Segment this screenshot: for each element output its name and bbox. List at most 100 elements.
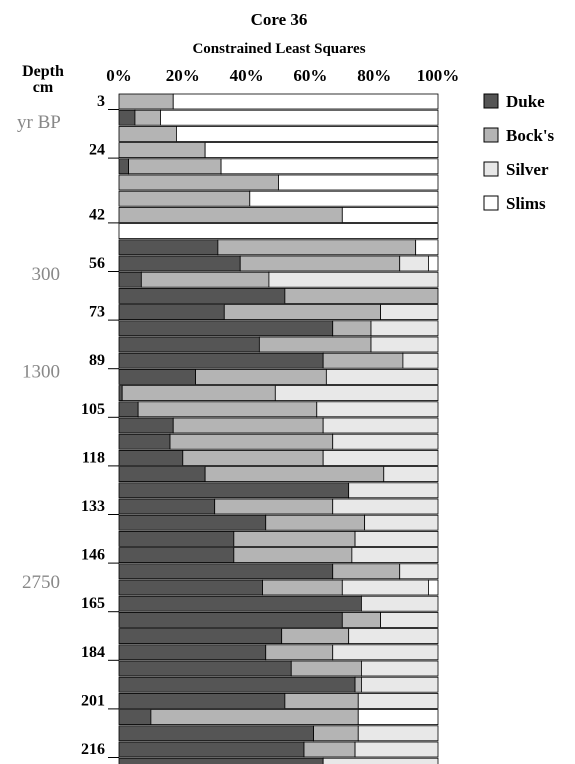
bar-row (118, 255, 439, 272)
bar-segment-silver (322, 417, 439, 434)
bar-segment-duke (118, 239, 219, 256)
legend-swatch (483, 195, 499, 211)
bar-row (118, 628, 439, 644)
age-label: 300 (32, 264, 61, 285)
bar-segment-duke (118, 628, 283, 644)
bar-segment-silver (332, 498, 439, 515)
bars (118, 93, 439, 764)
bar-segment-bocks (169, 433, 334, 450)
bar-segment-bocks (233, 547, 353, 563)
bar-row (118, 336, 439, 353)
bar-segment-slims (172, 93, 439, 110)
bar-segment-silver (332, 433, 439, 450)
x-tick-label: 20% (166, 66, 200, 85)
bar-segment-bocks (290, 660, 362, 677)
bar-segment-bocks (121, 385, 276, 402)
bar-row (118, 498, 439, 515)
bar-segment-slims (160, 109, 439, 126)
bar-segment-silver (361, 676, 439, 693)
bar-row (118, 126, 439, 142)
bar-row (118, 158, 439, 175)
bar-segment-bocks (341, 612, 381, 628)
bar-segment-bocks (262, 579, 343, 596)
bar-segment-bocks (204, 466, 385, 483)
bar-segment-slims (278, 174, 439, 191)
bar-segment-slims (428, 255, 439, 272)
bar-segment-duke (118, 579, 263, 596)
bar-segment-duke (118, 676, 356, 693)
depth-axis-label: Depth (22, 63, 64, 80)
bar-segment-bocks (217, 239, 417, 256)
bar-segment-slims (357, 709, 439, 725)
bar-segment-duke (118, 482, 350, 499)
bar-segment-duke (118, 757, 324, 764)
depth-label: 184 (81, 644, 105, 661)
bar-segment-silver (402, 352, 439, 369)
x-tick-label: 40% (230, 66, 264, 85)
bar-segment-duke (118, 514, 267, 531)
legend-swatch (483, 161, 499, 177)
bar-segment-silver (370, 336, 439, 353)
bar-row (118, 320, 439, 337)
bar-segment-silver (322, 757, 439, 764)
x-tick-label: 80% (357, 66, 391, 85)
bar-row (118, 271, 439, 288)
bar-segment-bocks (140, 271, 270, 288)
bar-segment-duke (118, 547, 235, 563)
bar-segment-duke (118, 368, 196, 385)
depth-label: 73 (89, 304, 105, 321)
bar-row (118, 531, 439, 547)
bar-segment-bocks (118, 93, 174, 110)
bar-row (118, 93, 439, 110)
bar-segment-bocks (265, 644, 334, 661)
bar-segment-duke (118, 433, 171, 450)
bar-row (118, 352, 439, 369)
bar-segment-bocks (172, 417, 324, 434)
bar-segment-silver (274, 385, 439, 402)
depth-labels: 3 24 42 56 73 89 105 118 133 146 165 184 201 216 (81, 93, 119, 758)
depth-label: 133 (81, 498, 105, 515)
bar-segment-duke (118, 158, 129, 175)
bar-row (118, 547, 439, 563)
bar-segment-duke (118, 287, 286, 304)
bar-row (118, 709, 439, 725)
bar-segment-bocks (258, 336, 372, 353)
bar-segment-silver (383, 466, 439, 483)
bar-segment-silver (268, 271, 439, 288)
bar-row (118, 660, 439, 677)
bar-segment-duke (118, 660, 292, 677)
bar-row (118, 239, 439, 256)
bar-segment-bocks (118, 126, 177, 142)
bar-segment-duke (118, 304, 225, 321)
bar-segment-silver (354, 741, 439, 758)
bar-row (118, 449, 439, 466)
age-label: 1300 (22, 361, 60, 382)
bar-segment-silver (322, 449, 439, 466)
legend-label: Slims (506, 194, 546, 213)
bar-segment-duke (118, 741, 305, 758)
bar-row (118, 563, 439, 580)
bar-row (118, 401, 439, 418)
bar-row (118, 579, 439, 596)
bar-segment-bocks (284, 287, 439, 304)
bar-row (118, 482, 439, 499)
bar-segment-silver (348, 482, 439, 499)
bar-segment-silver (380, 304, 439, 321)
bar-segment-duke (118, 449, 184, 466)
bar-segment-bocks (332, 320, 372, 337)
bar-segment-duke (118, 336, 260, 353)
depth-label: 118 (82, 449, 105, 466)
bar-segment-duke (118, 109, 136, 126)
bar-segment-bocks (313, 725, 359, 742)
bar-segment-silver (316, 401, 439, 418)
bar-segment-bocks (332, 563, 401, 580)
bar-segment-slims (220, 158, 439, 175)
bar-row (118, 595, 439, 612)
bar-segment-duke (118, 693, 286, 709)
depth-label: 165 (81, 595, 105, 612)
bar-row (118, 466, 439, 483)
bar-row (118, 174, 439, 191)
bar-segment-slims (428, 579, 439, 596)
bar-segment-bocks (182, 449, 324, 466)
bar-segment-silver (380, 612, 439, 628)
